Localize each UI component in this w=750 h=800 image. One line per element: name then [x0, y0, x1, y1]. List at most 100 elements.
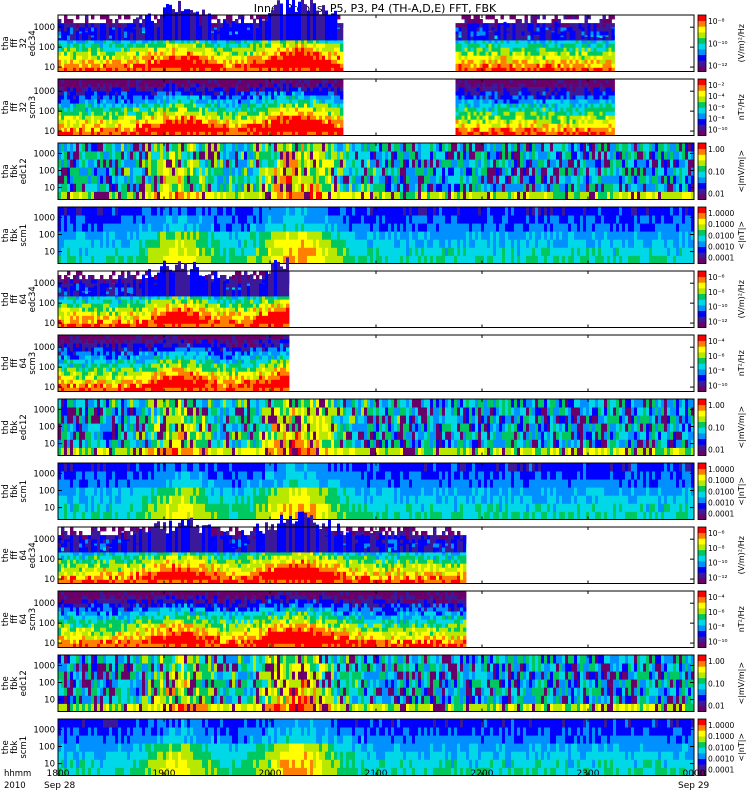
- spectrogram-cell: [127, 127, 131, 132]
- spectrogram-cell: [247, 107, 251, 112]
- spectrogram-cell: [461, 115, 465, 120]
- spectrogram-cell: [602, 123, 606, 128]
- spectrogram-cell: [235, 31, 239, 36]
- spectrogram-cell: [364, 191, 368, 200]
- spectrogram-cell: [584, 39, 588, 44]
- spectrogram-cell: [587, 79, 591, 84]
- spectrogram-cell: [190, 183, 194, 192]
- spectrogram-cell: [133, 91, 137, 96]
- spectrogram-cell: [286, 143, 290, 152]
- spectrogram-cell: [76, 87, 80, 92]
- spectrogram-cell: [590, 63, 594, 68]
- spectrogram-cell: [548, 95, 552, 100]
- spectrogram-cell: [235, 19, 239, 24]
- spectrogram-cell: [214, 95, 218, 100]
- spectrogram-cell: [115, 43, 119, 48]
- spectrogram-cell: [88, 175, 92, 184]
- spectrogram-cell: [127, 23, 131, 28]
- spectrogram-cell: [67, 107, 71, 112]
- spectrogram-cell: [280, 3, 283, 41]
- spectrogram-cell: [500, 87, 504, 92]
- spectrogram-cell: [274, 47, 278, 52]
- spectrogram-cell: [214, 39, 218, 44]
- spectrogram-cell: [124, 107, 128, 112]
- spectrogram-cell: [148, 183, 152, 192]
- spectrogram-cell: [58, 35, 62, 40]
- spectrogram-cell: [109, 119, 113, 124]
- spectrogram-cell: [58, 39, 62, 44]
- spectrogram-cell: [208, 103, 212, 108]
- spectrogram-cell: [307, 87, 311, 92]
- spectrogram-cell: [367, 167, 371, 176]
- spectrogram-cell: [554, 47, 558, 52]
- spectrogram-cell: [602, 79, 606, 84]
- spectrogram-cell: [145, 107, 149, 112]
- spectrogram-cell: [106, 30, 109, 41]
- spectrogram-cell: [172, 131, 176, 136]
- colorbar-frame: [697, 78, 707, 136]
- spectrogram-cell: [247, 99, 251, 104]
- spectrogram-cell: [578, 23, 582, 28]
- spectrogram-cell: [548, 99, 552, 104]
- spectrogram-cell: [127, 87, 131, 92]
- spectrogram-cell: [539, 131, 543, 136]
- spectrogram-cell: [136, 91, 140, 96]
- spectrogram-cell: [379, 191, 383, 200]
- spectrogram-cell: [250, 175, 254, 184]
- spectrogram-cell: [100, 191, 104, 200]
- spectrogram-cell: [106, 103, 110, 108]
- spectrogram-cell: [73, 95, 77, 100]
- spectrogram-cell: [280, 191, 284, 200]
- spectrogram-cell: [503, 55, 507, 60]
- spectrogram-cell: [100, 151, 104, 160]
- spectrogram-cell: [479, 99, 483, 104]
- spectrogram-cell: [313, 63, 317, 68]
- spectrogram-cell: [515, 51, 519, 56]
- spectrogram-cell: [217, 33, 220, 41]
- spectrogram-cell: [196, 67, 200, 72]
- spectrogram-cell: [539, 107, 543, 112]
- spectrogram-cell: [103, 26, 106, 41]
- spectrogram-cell: [58, 27, 62, 32]
- spectrogram-cell: [542, 43, 546, 48]
- spectrogram-cell: [521, 79, 525, 84]
- spectrogram-cell: [217, 55, 221, 60]
- spectrogram-cell: [79, 55, 83, 60]
- spectrogram-cell: [331, 95, 335, 100]
- spectrogram-cell: [388, 183, 392, 192]
- spectrogram-cell: [283, 59, 287, 64]
- spectrogram-cell: [494, 55, 498, 60]
- spectrogram-cell: [458, 83, 462, 88]
- spectrogram-cell: [557, 34, 561, 41]
- spectrogram-cell: [106, 59, 110, 64]
- spectrogram-cell: [115, 19, 119, 24]
- spectrogram-cell: [235, 23, 239, 28]
- spectrogram-cell: [316, 63, 320, 68]
- spectrogram-cell: [530, 103, 534, 108]
- spectrogram-cell: [229, 31, 233, 36]
- spectrogram-cell: [166, 67, 170, 72]
- spectrogram-cell: [256, 175, 260, 184]
- spectrogram-cell: [605, 123, 609, 128]
- spectrogram-cell: [596, 23, 600, 28]
- spectrogram-cell: [103, 111, 107, 116]
- spectrogram-cell: [319, 107, 323, 112]
- spectrogram-cell: [578, 29, 582, 41]
- spectrogram-cell: [274, 39, 278, 44]
- spectrogram-cell: [521, 119, 525, 124]
- spectrogram-cell: [112, 27, 116, 32]
- spectrogram-cell: [91, 37, 94, 41]
- spectrogram-cell: [253, 43, 257, 48]
- spectrogram-cell: [139, 115, 143, 120]
- spectrogram-cell: [175, 151, 179, 160]
- spectrogram-cell: [88, 51, 92, 56]
- spectrogram-cell: [139, 143, 143, 152]
- spectrogram-cell: [211, 27, 215, 32]
- spectrogram-cell: [226, 175, 230, 184]
- spectrogram-cell: [244, 107, 248, 112]
- spectrogram-cell: [304, 99, 308, 104]
- spectrogram-cell: [298, 83, 302, 88]
- spectrogram-cell: [461, 51, 465, 56]
- spectrogram-cell: [331, 67, 335, 72]
- spectrogram-cell: [175, 12, 178, 41]
